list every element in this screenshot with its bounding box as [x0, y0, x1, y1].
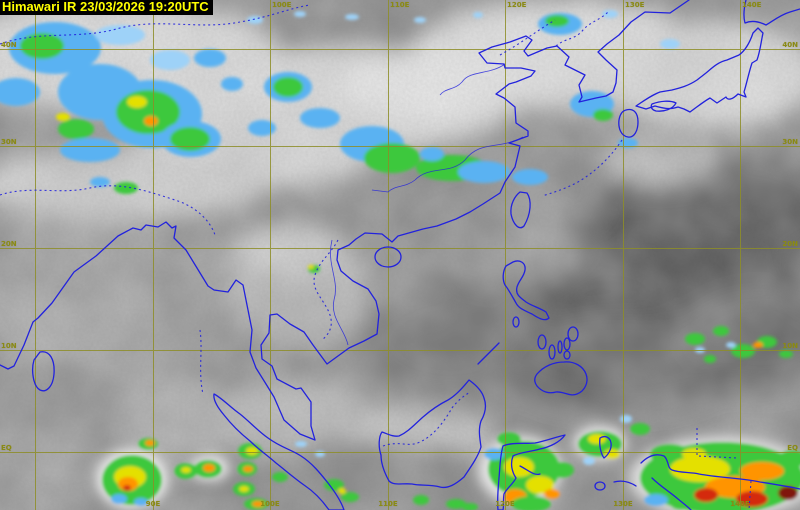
river-yellow	[439, 63, 506, 96]
lat-label-right-20n: 20N	[782, 240, 798, 248]
coast-sri-lanka	[32, 351, 55, 392]
islands-andaman-chain	[199, 329, 204, 395]
coast-new-guinea-north	[640, 454, 800, 490]
coast-seram	[613, 480, 637, 487]
coast-buru	[594, 481, 606, 491]
country-borders-dotted	[0, 4, 752, 510]
lon-label-top-100e: 100E	[272, 1, 292, 9]
coast-sulawesi-east-arm	[519, 465, 541, 476]
lat-label-left-10n: 10N	[1, 342, 17, 350]
coast-leyte	[563, 337, 571, 351]
river-mekong	[330, 239, 349, 346]
coast-mindanao	[534, 361, 588, 396]
ir-enhanced-cold-clouds	[0, 10, 800, 510]
lat-label-left-eq: EQ	[1, 444, 12, 452]
image-title: Himawari IR 23/03/2026 19:20UTC	[0, 0, 213, 15]
lat-label-right-40n: 40N	[782, 41, 798, 49]
lat-label-left-30n: 30N	[1, 138, 17, 146]
border-moluccas	[696, 428, 739, 459]
coast-kyushu	[618, 108, 639, 138]
coast-negros	[548, 344, 556, 360]
coast-sulawesi	[496, 434, 566, 510]
border-ne-china	[499, 19, 556, 56]
coast-panay	[537, 334, 547, 350]
lat-label-left-40n: 40N	[1, 41, 17, 49]
coast-mindoro	[512, 316, 520, 328]
lat-label-left-20n: 20N	[1, 240, 17, 248]
coast-shikoku	[650, 100, 677, 112]
lat-label-right-30n: 30N	[782, 138, 798, 146]
coast-taiwan	[510, 191, 531, 229]
lon-label-top-110e: 110E	[390, 1, 410, 9]
lon-label-top-130e: 130E	[625, 1, 645, 9]
border-north-asia	[0, 4, 311, 45]
lon-label-top-120e: 120E	[507, 1, 527, 9]
coast-samar	[567, 326, 579, 342]
coast-borneo	[378, 379, 487, 489]
lon-label-bottom-110e: 110E	[378, 500, 398, 508]
lon-label-bottom-90e: 90E	[145, 500, 161, 508]
coast-cebu	[557, 340, 563, 354]
coast-honshu	[635, 27, 764, 113]
border-indochina	[313, 239, 339, 341]
lon-label-bottom-140e: 140E	[730, 500, 750, 508]
lat-label-right-eq: EQ	[787, 444, 798, 452]
border-himalaya	[0, 185, 216, 236]
lon-label-bottom-120e: 120E	[495, 500, 515, 508]
coast-palawan	[477, 342, 500, 365]
lon-label-top-140e: 140E	[742, 1, 762, 9]
river-yangtze	[371, 136, 524, 193]
border-borneo	[382, 391, 471, 447]
coast-hokkaido	[743, 0, 800, 26]
lon-label-bottom-130e: 130E	[613, 500, 633, 508]
border-korea-china	[555, 11, 609, 47]
lon-label-bottom-100e: 100E	[260, 500, 280, 508]
coast-asia-mainland	[0, 0, 690, 441]
coast-halmahera	[599, 436, 612, 459]
coast-sumatra	[213, 393, 345, 510]
islands-ryukyu-arc	[541, 139, 623, 197]
coast-hainan	[374, 246, 402, 268]
coast-bohol	[563, 350, 571, 360]
coast-new-guinea-south	[651, 477, 692, 510]
coast-luzon	[502, 260, 550, 321]
lat-label-right-10n: 10N	[782, 342, 798, 350]
rivers	[330, 63, 524, 346]
